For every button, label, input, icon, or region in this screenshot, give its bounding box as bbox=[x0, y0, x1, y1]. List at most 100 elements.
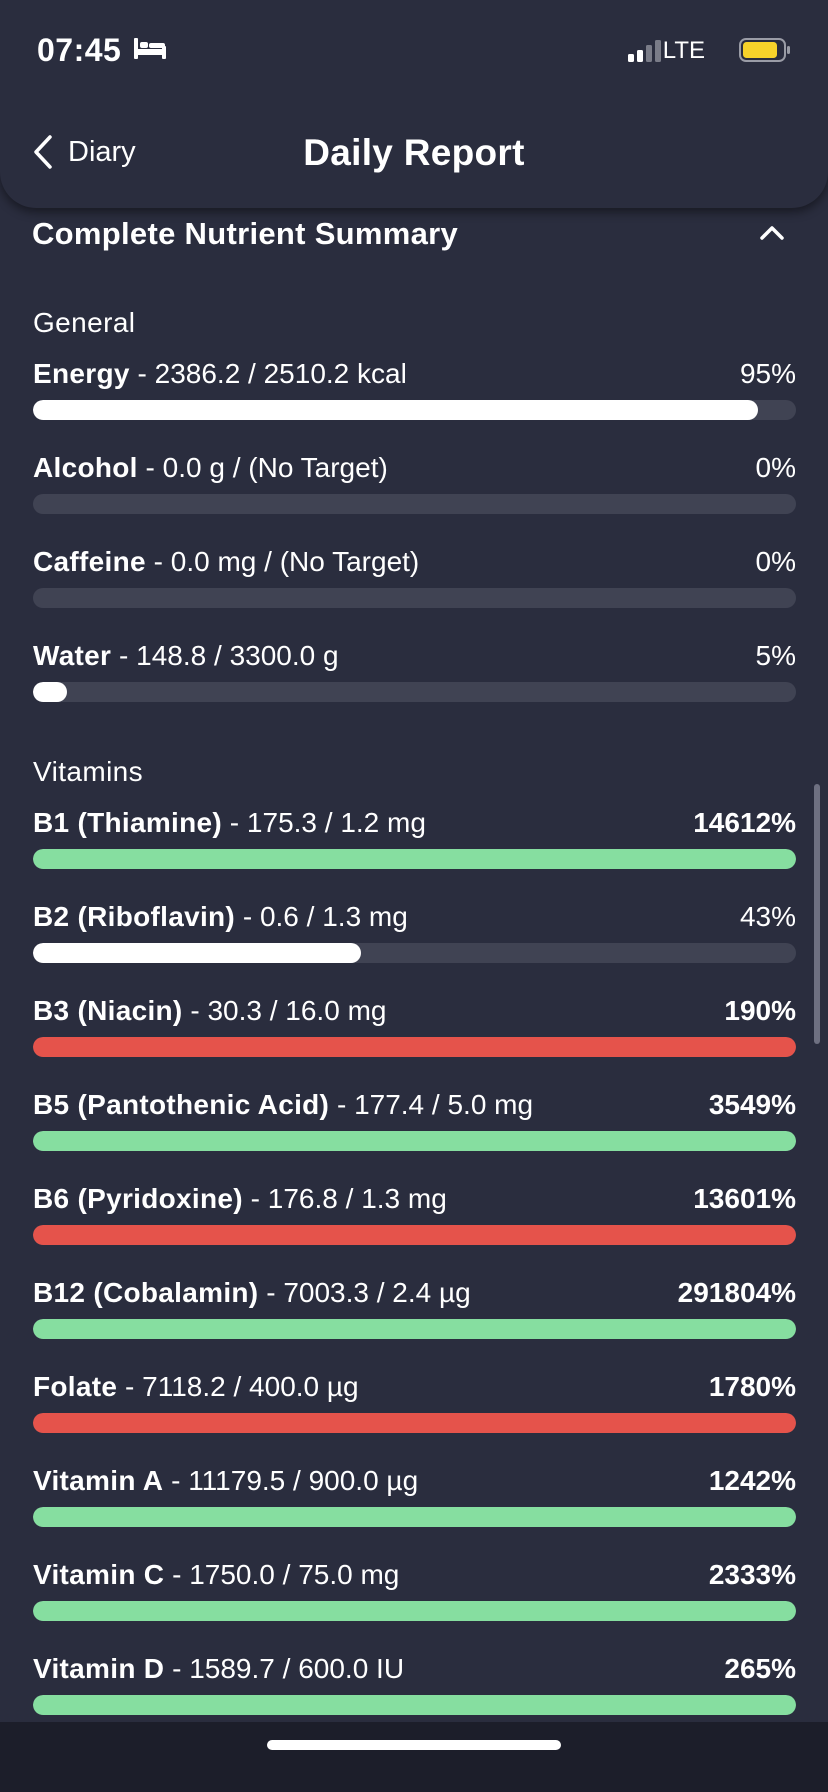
home-indicator-area bbox=[0, 1722, 828, 1792]
progress-bar-track bbox=[33, 1507, 796, 1527]
nutrient-name: B1 (Thiamine) bbox=[33, 807, 223, 838]
progress-bar-track bbox=[33, 1413, 796, 1433]
nutrient-percent: 1242% bbox=[708, 1465, 796, 1496]
nutrient-row[interactable]: Caffeine - 0.0 mg / (No Target) 0% bbox=[33, 546, 796, 610]
progress-bar-fill bbox=[33, 1507, 796, 1527]
nutrient-percent: 2333% bbox=[708, 1559, 796, 1590]
progress-bar-track bbox=[33, 400, 796, 420]
nutrient-row[interactable]: B12 (Cobalamin) - 7003.3 / 2.4 µg 291804% bbox=[33, 1277, 796, 1341]
back-label: Diary bbox=[68, 135, 136, 168]
scrollbar[interactable] bbox=[814, 784, 820, 1044]
nutrient-name: B6 (Pyridoxine) bbox=[33, 1183, 243, 1214]
nutrient-name: Vitamin C bbox=[33, 1559, 165, 1590]
progress-bar-fill bbox=[33, 400, 758, 420]
cellular-signal-icon bbox=[628, 40, 661, 62]
nutrient-label: B3 (Niacin) - 30.3 / 16.0 mg bbox=[33, 995, 386, 1027]
nutrient-separator: - bbox=[182, 995, 208, 1026]
group-title: General bbox=[33, 307, 136, 338]
nutrient-amount: 1750.0 / 75.0 mg bbox=[189, 1559, 400, 1590]
nutrient-label: B6 (Pyridoxine) - 176.8 / 1.3 mg bbox=[33, 1183, 447, 1215]
home-indicator[interactable] bbox=[267, 1740, 561, 1750]
nutrient-row[interactable]: B3 (Niacin) - 30.3 / 16.0 mg 190% bbox=[33, 995, 796, 1059]
progress-bar-track bbox=[33, 1037, 796, 1057]
back-button[interactable]: Diary bbox=[32, 130, 136, 174]
nutrient-amount: 0.0 mg / (No Target) bbox=[170, 546, 420, 577]
chevron-up-icon[interactable] bbox=[760, 224, 784, 240]
nutrient-row[interactable]: Folate - 7118.2 / 400.0 µg 1780% bbox=[33, 1371, 796, 1435]
nutrient-separator: - bbox=[222, 807, 247, 838]
nutrient-amount: 0.0 g / (No Target) bbox=[162, 452, 388, 483]
nutrient-name: Alcohol bbox=[33, 452, 138, 483]
nutrient-separator: - bbox=[145, 546, 171, 577]
nutrient-separator: - bbox=[137, 452, 163, 483]
nutrient-separator: - bbox=[258, 1277, 284, 1308]
nutrient-label: B12 (Cobalamin) - 7003.3 / 2.4 µg bbox=[33, 1277, 471, 1309]
progress-bar-track bbox=[33, 494, 796, 514]
nutrient-label: B1 (Thiamine) - 175.3 / 1.2 mg bbox=[33, 807, 426, 839]
nutrient-amount: 30.3 / 16.0 mg bbox=[207, 995, 387, 1026]
network-label: LTE bbox=[662, 37, 705, 64]
nutrient-percent: 3549% bbox=[708, 1089, 796, 1120]
top-header: 07:45 LTE bbox=[0, 0, 828, 208]
status-bar: 07:45 LTE bbox=[37, 28, 791, 72]
progress-bar-fill bbox=[33, 682, 68, 702]
progress-bar-fill bbox=[33, 1037, 796, 1057]
nutrient-row[interactable]: Vitamin C - 1750.0 / 75.0 mg 2333% bbox=[33, 1559, 796, 1623]
nutrient-amount: 2386.2 / 2510.2 kcal bbox=[154, 358, 407, 389]
nutrient-amount: 148.8 / 3300.0 g bbox=[136, 640, 339, 671]
nutrient-percent: 14612% bbox=[693, 807, 796, 838]
progress-bar-track bbox=[33, 682, 796, 702]
nutrient-row[interactable]: Alcohol - 0.0 g / (No Target) 0% bbox=[33, 452, 796, 516]
section-header[interactable]: Complete Nutrient Summary bbox=[32, 212, 796, 256]
progress-bar-fill bbox=[33, 849, 796, 869]
nutrient-label: Folate - 7118.2 / 400.0 µg bbox=[33, 1371, 359, 1403]
nutrient-amount: 177.4 / 5.0 mg bbox=[354, 1089, 534, 1120]
progress-bar-track bbox=[33, 1601, 796, 1621]
nutrient-separator: - bbox=[242, 1183, 268, 1214]
nutrient-percent: 190% bbox=[724, 995, 796, 1026]
nutrient-label: B2 (Riboflavin) - 0.6 / 1.3 mg bbox=[33, 901, 408, 933]
nutrient-row[interactable]: B2 (Riboflavin) - 0.6 / 1.3 mg 43% bbox=[33, 901, 796, 965]
progress-bar-fill bbox=[33, 1413, 796, 1433]
nutrient-label: Energy - 2386.2 / 2510.2 kcal bbox=[33, 358, 407, 390]
nutrient-row[interactable]: B5 (Pantothenic Acid) - 177.4 / 5.0 mg 35… bbox=[33, 1089, 796, 1153]
navigation-bar: Diary Daily Report bbox=[0, 118, 828, 188]
progress-bar-fill bbox=[33, 1131, 796, 1151]
nutrient-percent: 1780% bbox=[708, 1371, 796, 1402]
nutrient-name: Vitamin D bbox=[33, 1653, 165, 1684]
nutrient-label: Vitamin C - 1750.0 / 75.0 mg bbox=[33, 1559, 399, 1591]
nutrient-label: Caffeine - 0.0 mg / (No Target) bbox=[33, 546, 419, 578]
nutrient-percent: 291804% bbox=[677, 1277, 796, 1308]
nutrient-name: Energy bbox=[33, 358, 130, 389]
nutrient-row[interactable]: Water - 148.8 / 3300.0 g 5% bbox=[33, 640, 796, 704]
nutrient-row[interactable]: B6 (Pyridoxine) - 176.8 / 1.3 mg 13601% bbox=[33, 1183, 796, 1247]
nutrient-percent: 265% bbox=[724, 1653, 796, 1684]
nutrient-separator: - bbox=[117, 1371, 143, 1402]
nutrient-row[interactable]: Energy - 2386.2 / 2510.2 kcal 95% bbox=[33, 358, 796, 422]
nutrient-row[interactable]: B1 (Thiamine) - 175.3 / 1.2 mg 14612% bbox=[33, 807, 796, 871]
progress-bar-fill bbox=[33, 943, 362, 963]
nutrient-separator: - bbox=[235, 901, 260, 932]
nutrient-name: B12 (Cobalamin) bbox=[33, 1277, 259, 1308]
progress-bar-fill bbox=[33, 1319, 796, 1339]
nutrient-name: Caffeine bbox=[33, 546, 146, 577]
progress-bar-fill bbox=[33, 1601, 796, 1621]
nutrient-label: Vitamin D - 1589.7 / 600.0 IU bbox=[33, 1653, 404, 1685]
nutrient-separator: - bbox=[329, 1089, 355, 1120]
nutrient-amount: 175.3 / 1.2 mg bbox=[246, 807, 426, 838]
nutrient-name: B2 (Riboflavin) bbox=[33, 901, 236, 932]
section-title: Complete Nutrient Summary bbox=[32, 216, 459, 251]
nutrient-amount: 11179.5 / 900.0 µg bbox=[188, 1465, 419, 1496]
progress-bar-track bbox=[33, 1225, 796, 1245]
nutrient-row[interactable]: Vitamin D - 1589.7 / 600.0 IU 265% bbox=[33, 1653, 796, 1717]
progress-bar-fill bbox=[33, 1225, 796, 1245]
nutrient-row[interactable]: Vitamin A - 11179.5 / 900.0 µg 1242% bbox=[33, 1465, 796, 1529]
nutrient-amount: 0.6 / 1.3 mg bbox=[259, 901, 408, 932]
nutrient-label: Alcohol - 0.0 g / (No Target) bbox=[33, 452, 388, 484]
group-title: Vitamins bbox=[33, 756, 144, 787]
nutrient-label: B5 (Pantothenic Acid) - 177.4 / 5.0 mg bbox=[33, 1089, 533, 1121]
nutrient-name: Folate bbox=[33, 1371, 118, 1402]
nutrient-percent: 5% bbox=[755, 640, 796, 671]
bed-icon bbox=[134, 38, 166, 59]
chevron-left-icon bbox=[34, 135, 52, 169]
